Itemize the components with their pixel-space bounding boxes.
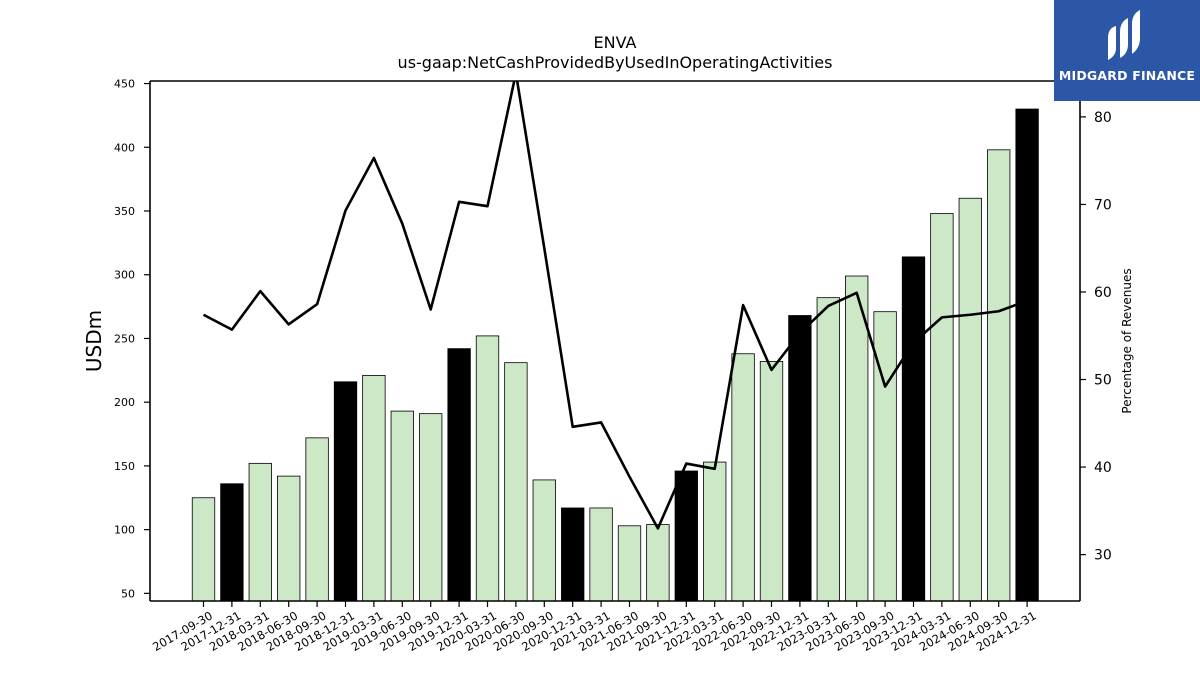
bar-2018-06-30 — [277, 475, 301, 602]
bar-2020-06-30 — [504, 362, 528, 602]
y-axis-ticks-right: 30 40 50 60 70 80 — [1080, 110, 1112, 564]
bar-2021-06-30 — [617, 525, 642, 602]
line-series — [202, 81, 1028, 530]
y-tick-label-right: 30 — [1094, 548, 1112, 564]
y-tick-label-left: 150 — [114, 460, 135, 473]
bar-2023-12-31 — [901, 256, 926, 602]
y-tick-label-left: 300 — [114, 269, 135, 282]
y-tick-label-right: 50 — [1094, 373, 1112, 389]
percentage-line — [202, 81, 1028, 530]
y-tick-label-left: 400 — [114, 141, 135, 154]
y-tick-label-left: 350 — [114, 205, 135, 218]
bar-2020-09-30 — [532, 479, 556, 602]
chart-subtitle: us-gaap:NetCashProvidedByUsedInOperating… — [398, 53, 833, 72]
bar-2019-12-31 — [447, 348, 471, 602]
bar-2018-12-31 — [333, 381, 358, 602]
chart-title: ENVA — [594, 33, 637, 52]
y-axis-label-right: Percentage of Revenues — [1120, 268, 1134, 413]
bar-2021-03-31 — [589, 507, 613, 602]
bar-2024-09-30 — [987, 149, 1011, 602]
bar-2024-06-30 — [958, 197, 982, 602]
bar-2022-09-30 — [759, 360, 784, 602]
y-tick-label-left: 200 — [114, 396, 135, 409]
logo-icon — [1108, 10, 1140, 68]
logo-text: MIDGARD FINANCE — [1058, 68, 1196, 83]
bar-2022-03-31 — [703, 461, 727, 602]
bar-2017-09-30 — [191, 497, 216, 602]
y-tick-label-right: 80 — [1094, 110, 1112, 126]
bar-2020-12-31 — [561, 507, 585, 602]
bar-2022-06-30 — [731, 353, 755, 602]
bar-2023-09-30 — [873, 311, 897, 602]
bar-2022-12-31 — [788, 315, 812, 602]
x-axis-ticks: 2017-09-302017-12-312018-03-312018-06-30… — [150, 601, 1039, 654]
bar-2021-12-31 — [674, 470, 698, 602]
bar-2017-12-31 — [220, 483, 244, 602]
y-tick-label-left: 50 — [121, 587, 135, 600]
brand-logo: MIDGARD FINANCE — [1054, 0, 1200, 101]
y-tick-label-right: 70 — [1094, 197, 1112, 213]
bar-2019-03-31 — [362, 375, 386, 602]
y-tick-label-right: 40 — [1094, 460, 1112, 476]
bar-2023-06-30 — [845, 275, 869, 602]
bar-2021-09-30 — [646, 524, 670, 602]
bar-2020-03-31 — [475, 335, 500, 602]
y-tick-label-left: 100 — [114, 524, 135, 537]
bar-2024-03-31 — [930, 213, 954, 602]
bar-2019-06-30 — [390, 410, 414, 602]
bar-2019-09-30 — [419, 413, 443, 602]
y-tick-label-left: 250 — [114, 332, 135, 345]
bar-2018-03-31 — [248, 462, 272, 602]
bar-series — [191, 108, 1039, 602]
axes — [149, 80, 1081, 602]
y-tick-label-left: 450 — [114, 78, 135, 91]
bar-2023-03-31 — [816, 297, 840, 602]
y-axis-label-left: USDm — [82, 310, 106, 372]
bar-2018-09-30 — [305, 437, 329, 602]
y-tick-label-right: 60 — [1094, 285, 1112, 301]
bar-2024-12-31 — [1015, 108, 1039, 602]
y-axis-ticks-left: 50 100 150 200 250 300 350 400 450 — [114, 78, 150, 600]
